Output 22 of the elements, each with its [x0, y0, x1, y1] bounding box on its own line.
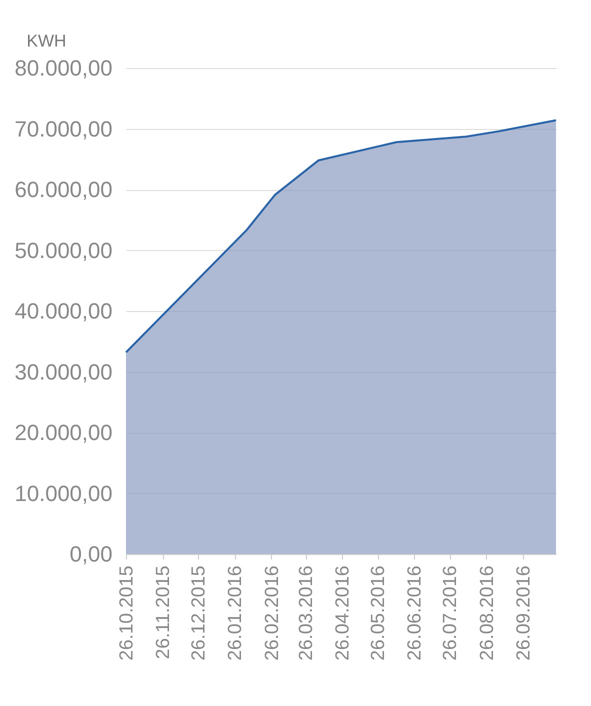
- y-tick-label: 30.000,00: [14, 359, 112, 384]
- y-tick-label: 60.000,00: [14, 177, 112, 202]
- x-tick-label: 26.09.2016: [513, 566, 534, 661]
- x-tick-label: 26.05.2016: [368, 566, 390, 661]
- x-tick-label: 26.06.2016: [404, 566, 426, 661]
- y-tick-label: 20.000,00: [14, 420, 112, 445]
- x-tick-label: 26.02.2016: [262, 566, 283, 661]
- y-tick-label: 0,00: [70, 542, 112, 566]
- x-tick-label: 26.08.2016: [476, 566, 498, 661]
- x-tick-label: 26.03.2016: [296, 566, 318, 661]
- y-tick-label: 80.000,00: [14, 56, 112, 80]
- y-tick-label: 40.000,00: [14, 298, 112, 324]
- x-tick-label: 26.12.2015: [188, 566, 210, 661]
- y-tick-label: 10.000,00: [14, 480, 112, 506]
- x-tick-label: 26.04.2016: [332, 566, 354, 661]
- x-tick-label: 26.07.2016: [440, 566, 462, 661]
- x-tick-label: 26.11.2015: [153, 566, 174, 660]
- y-axis-title: KWH: [26, 32, 66, 50]
- x-tick-label: 26.01.2016: [225, 566, 246, 661]
- x-tick-label: 26.10.2015: [116, 566, 138, 661]
- y-tick-label: 50.000,00: [14, 238, 112, 263]
- y-tick-label: 70.000,00: [14, 116, 112, 142]
